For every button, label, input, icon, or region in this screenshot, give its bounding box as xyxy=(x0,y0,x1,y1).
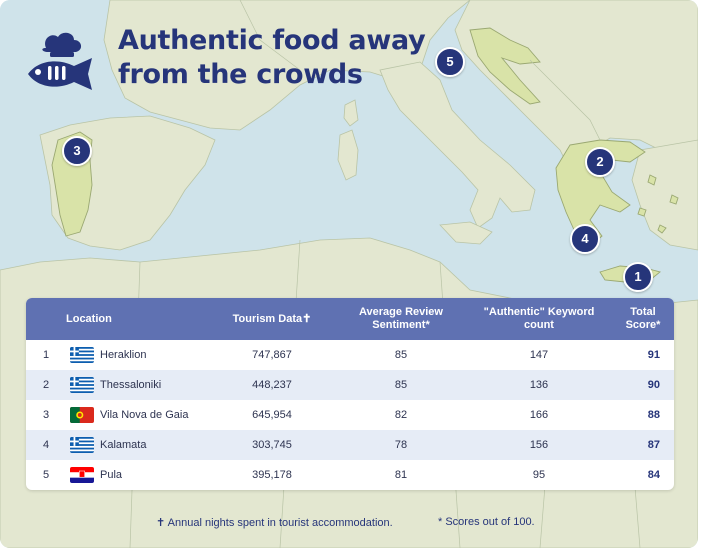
row-keyword: 166 xyxy=(529,409,549,421)
row-score: 88 xyxy=(647,409,660,421)
row-location: Thessaloniki xyxy=(100,379,162,391)
row-sentiment: 85 xyxy=(394,379,408,391)
row-keyword: 95 xyxy=(532,469,546,481)
map-marker-1: 1 xyxy=(623,262,653,292)
row-rank: 5 xyxy=(42,469,50,481)
fish-chef-logo-icon xyxy=(28,32,92,90)
row-rank: 3 xyxy=(42,409,50,421)
header-sentiment-line-2: Sentiment* xyxy=(372,319,430,331)
row-score: 91 xyxy=(647,349,660,361)
table-row: 3 Vila Nova de Gaia 645,954 82 166 88 xyxy=(26,400,674,430)
greece-flag-icon xyxy=(70,437,94,453)
header-score-line-2: Score* xyxy=(625,319,661,331)
row-location: Pula xyxy=(100,469,123,481)
row-keyword: 136 xyxy=(529,379,549,391)
greece-flag-icon xyxy=(70,377,94,393)
page-title: Authentic food away from the crowds xyxy=(118,24,426,92)
greece-flag-icon xyxy=(70,347,94,363)
row-rank: 1 xyxy=(42,349,50,361)
row-score: 87 xyxy=(647,439,660,451)
table-row: 5 Pula 395,178 81 95 84 xyxy=(26,460,674,490)
row-location: Kalamata xyxy=(100,439,147,451)
header-keyword: "Authentic" Keyword count xyxy=(474,298,604,340)
row-keyword: 156 xyxy=(529,439,549,451)
table-row: 2 Thessaloniki 448,237 85 136 90 xyxy=(26,370,674,400)
map-marker-4: 4 xyxy=(570,224,600,254)
row-sentiment: 82 xyxy=(394,409,408,421)
ranking-table: Location Tourism Data✝ Average Review Se… xyxy=(26,298,674,490)
row-keyword: 147 xyxy=(529,349,549,361)
row-sentiment: 81 xyxy=(394,469,408,481)
map-marker-5: 5 xyxy=(435,47,465,77)
title-line-1: Authentic food away xyxy=(118,25,426,56)
row-tourism: 448,237 xyxy=(252,379,292,391)
header-sentiment-line-1: Average Review xyxy=(359,306,443,318)
row-rank: 2 xyxy=(42,379,50,391)
row-tourism: 645,954 xyxy=(252,409,292,421)
map-marker-3: 3 xyxy=(62,136,92,166)
title-line-2: from the crowds xyxy=(118,59,363,90)
table-header: Location Tourism Data✝ Average Review Se… xyxy=(26,298,674,340)
footnote-score: * Scores out of 100. xyxy=(438,516,535,528)
row-sentiment: 85 xyxy=(394,349,408,361)
header-score-line-1: Total xyxy=(630,306,656,318)
row-location: Vila Nova de Gaia xyxy=(100,409,189,421)
row-score: 90 xyxy=(647,379,660,391)
portugal-flag-icon xyxy=(70,407,94,423)
row-location: Heraklion xyxy=(100,349,147,361)
table-row: 4 Kalamata 303,745 78 156 87 xyxy=(26,430,674,460)
row-tourism: 747,867 xyxy=(252,349,292,361)
header-score: Total Score* xyxy=(618,298,668,340)
header-keyword-line-1: "Authentic" Keyword xyxy=(483,306,595,318)
croatia-flag-icon xyxy=(70,467,94,483)
header-location: Location xyxy=(66,312,112,325)
header-keyword-line-2: count xyxy=(524,319,554,331)
row-sentiment: 78 xyxy=(394,439,408,451)
row-score: 84 xyxy=(647,469,660,481)
footnote-tourism: ✝ Annual nights spent in tourist accommo… xyxy=(156,517,393,529)
table-row: 1 Heraklion 747,867 85 147 91 xyxy=(26,340,674,370)
header-tourism: Tourism Data✝ xyxy=(232,312,312,325)
row-rank: 4 xyxy=(42,439,50,451)
map-marker-2: 2 xyxy=(585,147,615,177)
row-tourism: 395,178 xyxy=(252,469,292,481)
header-sentiment: Average Review Sentiment* xyxy=(341,298,461,340)
row-tourism: 303,745 xyxy=(252,439,292,451)
